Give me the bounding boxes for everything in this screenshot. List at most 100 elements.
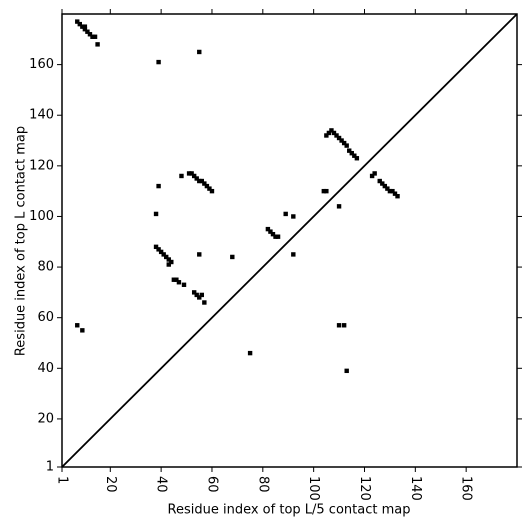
contact-point (90, 34, 95, 39)
contact-point (341, 323, 347, 328)
contact-point (186, 171, 192, 176)
contact-point (156, 183, 161, 189)
contact-point (153, 244, 159, 250)
contact-point (197, 178, 202, 184)
y-tick-label: 40 (37, 361, 54, 376)
contact-point (153, 211, 159, 217)
contact-point (291, 252, 296, 257)
contact-point (230, 254, 235, 260)
contact-point (344, 368, 349, 374)
contact-point (156, 59, 161, 65)
contact-point (197, 49, 202, 55)
contact-point (385, 186, 390, 191)
contact-point (95, 42, 100, 47)
x-tick-label: 140 (408, 476, 423, 501)
contact-point (369, 173, 375, 179)
contact-point (349, 150, 354, 156)
contact-point (265, 226, 271, 232)
contact-point (336, 204, 342, 209)
contact-point (395, 194, 400, 199)
contact-point (347, 148, 352, 153)
contact-point (392, 191, 398, 196)
contact-point (354, 156, 360, 161)
contact-point (194, 292, 199, 298)
plot-frame (61, 13, 518, 468)
contact-point (207, 186, 212, 191)
x-tick-label: 60 (204, 476, 219, 493)
contact-point (339, 138, 344, 143)
contact-point (197, 252, 202, 257)
contact-point (169, 259, 174, 265)
contact-point (199, 292, 205, 298)
contact-point (197, 295, 202, 300)
contact-point (341, 140, 347, 146)
contact-point (321, 188, 327, 194)
contact-point (85, 29, 90, 34)
contact-point (82, 24, 88, 29)
contact-point (156, 247, 161, 252)
x-tick-label: 20 (103, 476, 118, 493)
x-tick-label: 120 (357, 476, 372, 501)
contact-point (324, 188, 329, 194)
contact-point (336, 135, 342, 141)
y-tick-label: 1 (46, 460, 54, 475)
contact-point (326, 130, 332, 136)
contact-point (199, 178, 205, 184)
contact-point (82, 26, 88, 32)
contact-point (181, 282, 187, 287)
contact-point (75, 323, 80, 328)
y-tick-label: 160 (29, 57, 54, 72)
contact-point (275, 234, 281, 239)
contact-point (171, 277, 177, 282)
contact-point (209, 188, 215, 194)
diagonal (61, 13, 518, 468)
contact-point (387, 188, 393, 194)
y-axis-label: Residue index of top L contact map (14, 126, 29, 356)
contact-point (377, 178, 382, 184)
contact-point (268, 229, 273, 234)
contact-point (382, 183, 388, 189)
contact-point (174, 277, 179, 282)
contact-point (329, 128, 334, 133)
contact-point (291, 214, 296, 219)
x-tick-label: 1 (55, 476, 70, 484)
contact-point (189, 171, 194, 176)
contact-point (247, 350, 253, 356)
contact-point (270, 231, 276, 237)
contact-point (283, 211, 288, 217)
contact-point (75, 19, 80, 24)
contact-point (164, 254, 169, 260)
x-tick-label: 40 (154, 476, 169, 493)
contact-point (324, 133, 329, 138)
x-tick-label: 100 (306, 476, 321, 501)
contact-point (380, 181, 385, 186)
contact-point (191, 290, 197, 295)
x-tick-label: 160 (459, 476, 474, 501)
y-tick-label: 20 (37, 411, 54, 426)
y-tick-label: 60 (37, 310, 54, 325)
contact-point (390, 188, 395, 194)
contact-point (344, 143, 349, 148)
contact-point (77, 21, 82, 27)
y-tick-label: 80 (37, 260, 54, 275)
contact-point (179, 173, 184, 179)
contact-point (202, 181, 207, 186)
contact-point (372, 171, 377, 176)
contact-point (331, 130, 337, 136)
contact-point (166, 262, 171, 267)
x-axis-label: Residue index of top L/5 contact map (168, 503, 411, 518)
y-tick-label: 100 (29, 209, 54, 224)
contact-point (80, 24, 85, 29)
contact-point (204, 183, 210, 189)
contact-point (87, 32, 93, 37)
contact-point (92, 34, 98, 39)
contact-point (273, 234, 278, 239)
contact-point (158, 249, 164, 255)
contact-point (202, 300, 207, 305)
contact-point (352, 153, 357, 158)
contact-point (194, 176, 199, 181)
contact-point (80, 328, 85, 333)
contact-point (166, 257, 171, 262)
x-tick-label: 80 (255, 476, 270, 493)
